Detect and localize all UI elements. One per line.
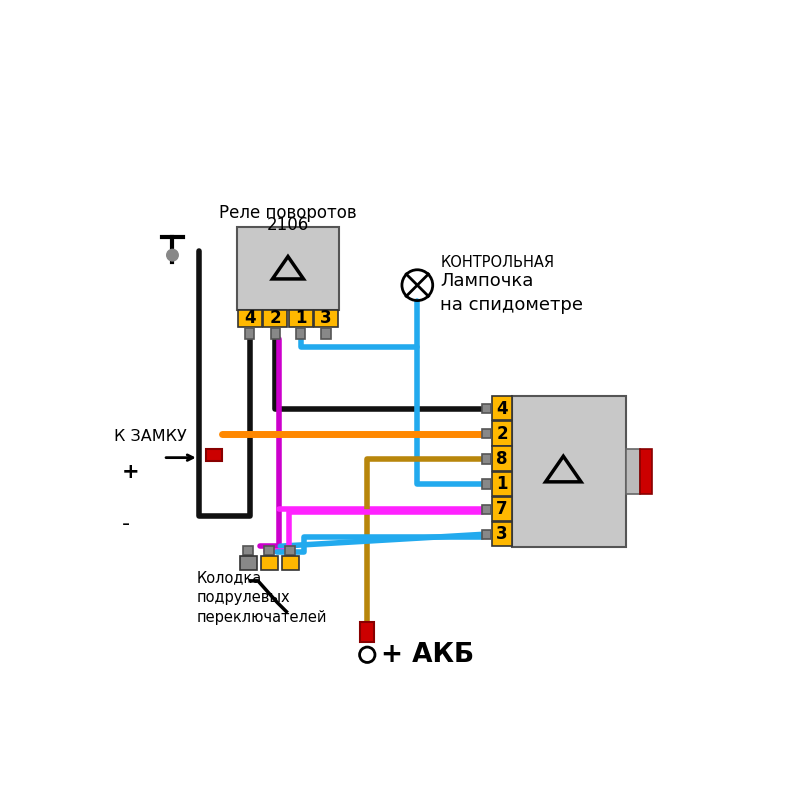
Text: К ЗАМКУ: К ЗАМКУ <box>114 429 187 444</box>
Bar <box>492 497 512 521</box>
Bar <box>261 557 278 570</box>
Bar <box>360 623 374 641</box>
Bar <box>492 472 512 496</box>
Bar <box>492 422 512 446</box>
Text: КОНТРОЛЬНАЯ: КОНТРОЛЬНАЯ <box>440 254 554 269</box>
Bar <box>322 328 330 339</box>
Bar <box>492 522 512 546</box>
Text: -: - <box>122 514 130 534</box>
Bar <box>640 449 652 494</box>
Bar <box>264 546 274 556</box>
Bar <box>314 310 338 327</box>
Text: 3: 3 <box>496 525 508 543</box>
Text: 4: 4 <box>244 309 256 327</box>
Bar <box>271 328 280 339</box>
Text: Реле поворотов: Реле поворотов <box>219 204 356 222</box>
Text: 7: 7 <box>496 500 508 518</box>
Bar <box>492 396 512 421</box>
Text: Колодка
подрулевых
переключателей: Колодка подрулевых переключателей <box>196 570 327 625</box>
Bar <box>240 557 257 570</box>
Text: 3: 3 <box>320 309 332 327</box>
Bar <box>285 546 295 556</box>
Bar <box>206 449 221 462</box>
Text: Лампочка
на спидометре: Лампочка на спидометре <box>440 272 583 314</box>
Text: 1: 1 <box>295 309 306 327</box>
Bar <box>512 396 626 547</box>
Text: + АКБ: + АКБ <box>382 642 474 668</box>
Text: 2: 2 <box>269 309 281 327</box>
Bar <box>482 480 491 489</box>
Bar <box>482 530 491 539</box>
Text: 2106: 2106 <box>267 217 309 235</box>
Bar <box>237 227 339 310</box>
Bar <box>482 404 491 413</box>
Bar <box>243 546 254 556</box>
Bar <box>492 447 512 471</box>
Text: 1: 1 <box>496 475 508 493</box>
Bar <box>263 310 287 327</box>
Bar <box>626 449 640 494</box>
Bar <box>289 310 312 327</box>
Bar <box>238 310 261 327</box>
Text: 8: 8 <box>496 450 508 468</box>
Bar <box>245 328 254 339</box>
Bar <box>296 328 305 339</box>
Text: 4: 4 <box>496 400 508 418</box>
Text: 2: 2 <box>496 425 508 443</box>
Bar <box>482 505 491 514</box>
Bar <box>282 557 299 570</box>
Bar <box>482 455 491 464</box>
Text: +: + <box>122 462 139 481</box>
Circle shape <box>166 250 178 261</box>
Bar <box>482 429 491 438</box>
